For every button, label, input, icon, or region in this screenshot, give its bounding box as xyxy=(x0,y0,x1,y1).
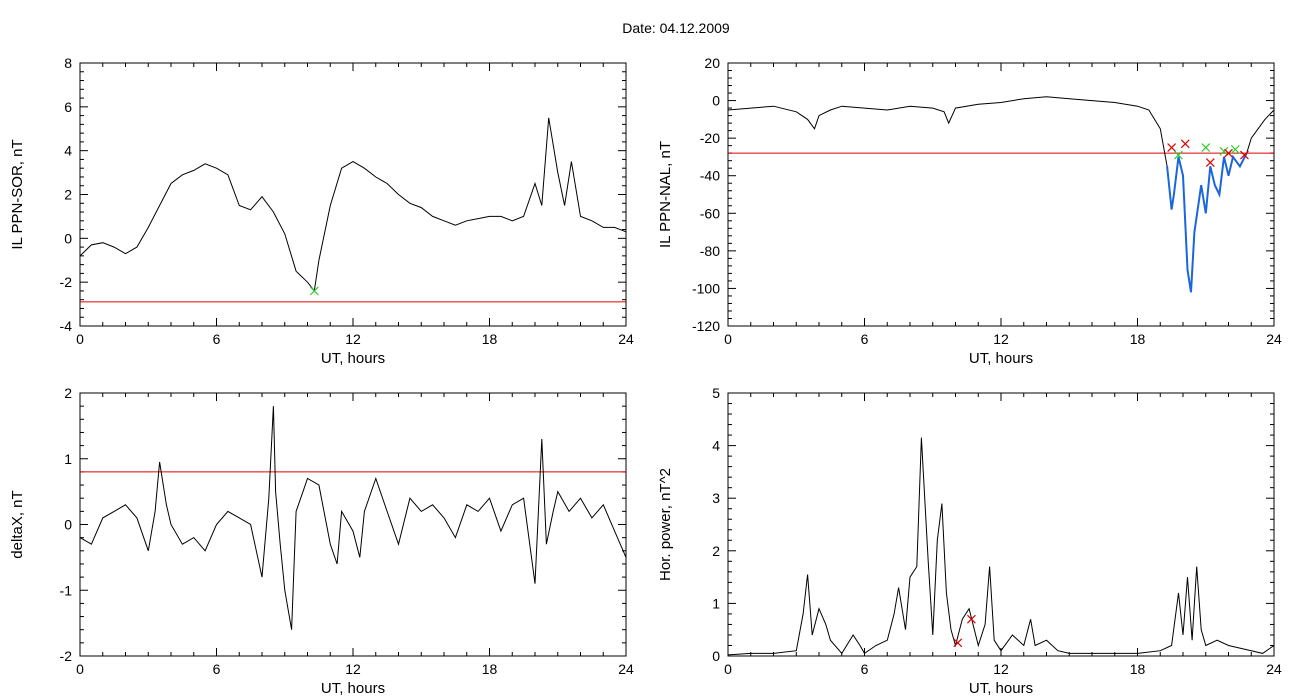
y-tick-label: -100 xyxy=(692,280,720,296)
x-tick-label: 18 xyxy=(1130,331,1146,347)
figure-title: Date: 04.12.2009 xyxy=(622,20,730,36)
x-tick-label: 18 xyxy=(482,661,498,677)
marker-green xyxy=(1219,146,1229,156)
plot-frame xyxy=(79,62,627,327)
y-tick-label: 2 xyxy=(64,385,72,401)
marker-red xyxy=(1240,150,1249,160)
y-tick-label: -60 xyxy=(700,205,720,221)
y-tick-label: 0 xyxy=(64,517,72,533)
plot-frame xyxy=(79,392,627,657)
series-line xyxy=(727,437,1275,656)
y-axis-label: IL PPN-SOR, nT xyxy=(9,139,26,249)
y-tick-label: -2 xyxy=(60,274,73,290)
y-tick-label: 0 xyxy=(712,648,720,664)
y-tick-label: -1 xyxy=(60,582,73,598)
marker-red xyxy=(1205,158,1215,167)
x-axis-label: UT, hours xyxy=(321,680,385,697)
x-tick-label: 12 xyxy=(345,661,361,677)
y-tick-label: 1 xyxy=(64,451,72,467)
x-tick-label: 0 xyxy=(724,331,732,347)
marker-green xyxy=(1174,150,1183,160)
x-tick-label: 0 xyxy=(724,661,732,677)
y-tick-label: 4 xyxy=(64,143,72,159)
y-tick-label: 20 xyxy=(704,55,720,71)
x-tick-label: 24 xyxy=(618,331,634,347)
x-tick-label: 18 xyxy=(482,331,498,347)
marker-red xyxy=(967,614,976,624)
marker-green xyxy=(1230,144,1240,154)
x-tick-label: 0 xyxy=(76,331,84,347)
highlight-line xyxy=(1166,152,1248,293)
y-tick-label: 1 xyxy=(712,595,720,611)
y-tick-label: 2 xyxy=(712,543,720,559)
x-tick-label: 6 xyxy=(861,661,869,677)
y-tick-label: -4 xyxy=(60,318,73,334)
y-tick-label: 4 xyxy=(712,438,720,454)
y-axis-label: IL PPN-NAL, nT xyxy=(657,141,674,248)
y-tick-label: -80 xyxy=(700,243,720,259)
marker-red xyxy=(953,638,963,648)
plot-frame xyxy=(727,392,1275,657)
marker-green xyxy=(309,286,319,296)
x-tick-label: 6 xyxy=(213,331,221,347)
panel-nal: 0 6 12 18 24 -120 -100 -80 -60 -40 -20 0 20 UT, hours… xyxy=(657,55,1282,367)
y-tick-label: -2 xyxy=(60,648,73,664)
y-tick-label: -20 xyxy=(700,130,720,146)
series-line xyxy=(79,406,627,630)
y-tick-label: -40 xyxy=(700,168,720,184)
y-tick-label: 8 xyxy=(64,55,72,71)
y-tick-label: 3 xyxy=(712,490,720,506)
x-tick-label: 18 xyxy=(1130,661,1146,677)
y-tick-label: 0 xyxy=(712,93,720,109)
x-tick-label: 24 xyxy=(1266,661,1282,677)
y-tick-label: 5 xyxy=(712,385,720,401)
x-axis-label: UT, hours xyxy=(969,350,1033,367)
x-tick-label: 24 xyxy=(618,661,634,677)
x-tick-label: 6 xyxy=(213,661,221,677)
x-tick-label: 0 xyxy=(76,661,84,677)
y-axis-label: deltaX, nT xyxy=(9,490,26,558)
series-line xyxy=(79,117,627,293)
y-tick-label: -120 xyxy=(692,318,720,334)
y-tick-label: 6 xyxy=(64,99,72,115)
y-tick-label: 2 xyxy=(64,187,72,203)
marker-red xyxy=(1224,148,1233,158)
marker-red xyxy=(1180,139,1190,149)
y-tick-label: 0 xyxy=(64,230,72,246)
x-axis-label: UT, hours xyxy=(969,680,1033,697)
x-tick-label: 24 xyxy=(1266,331,1282,347)
x-tick-label: 12 xyxy=(993,661,1009,677)
x-axis-label: UT, hours xyxy=(321,350,385,367)
x-tick-label: 12 xyxy=(345,331,361,347)
marker-red xyxy=(1167,143,1177,152)
y-axis-label: Hor. power, nT^2 xyxy=(657,468,674,581)
x-tick-label: 6 xyxy=(861,331,869,347)
x-tick-label: 12 xyxy=(993,331,1009,347)
marker-green xyxy=(1201,143,1211,152)
